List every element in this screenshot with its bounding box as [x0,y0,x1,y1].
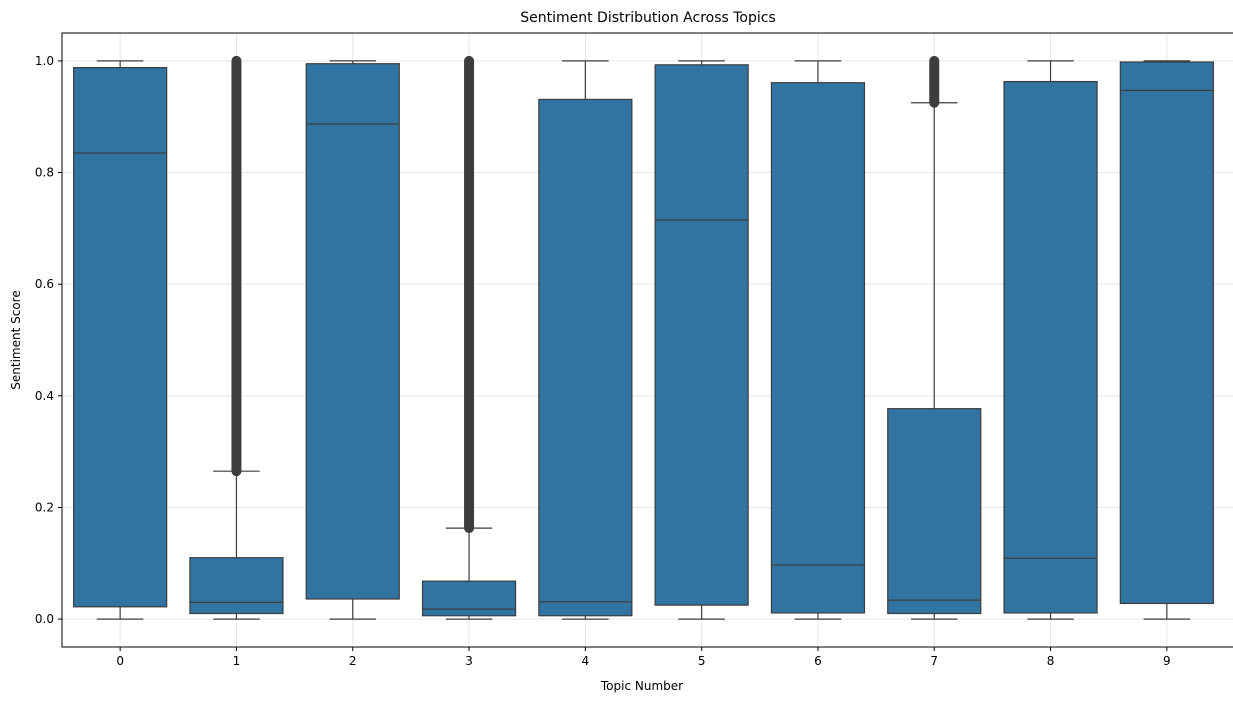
x-tick-label: 2 [349,654,357,668]
y-axis-label: Sentiment Score [9,290,23,389]
axis-layer: 0.0 0.2 0.4 0.6 0.8 1.0 0 1 2 3 4 5 6 7 8 9 [35,54,1171,668]
iqr-box [189,557,284,615]
box-topic-0 [73,60,168,620]
y-tick-label: 0.2 [35,500,54,514]
iqr-box [73,67,168,608]
iqr-box [421,580,517,617]
iqr-box [654,64,749,606]
x-tick-label: 9 [1163,654,1171,668]
y-tick-label: 0.4 [35,389,54,403]
box-topic-3 [421,55,517,620]
x-tick-label: 3 [465,654,473,668]
box-topic-5 [654,60,749,620]
y-tick-label: 0.0 [35,612,54,626]
x-tick-label: 4 [582,654,590,668]
y-tick-label: 1.0 [35,54,54,68]
iqr-box [770,82,866,614]
iqr-box [887,408,982,615]
box-topic-9 [1119,60,1214,620]
x-tick-label: 8 [1047,654,1055,668]
x-tick-label: 7 [930,654,938,668]
iqr-box [1003,80,1098,614]
x-tick-label: 5 [698,654,706,668]
x-axis-label: Topic Number [600,679,683,693]
plot-frame [61,32,1233,648]
iqr-box [538,98,633,617]
x-tick-label: 6 [814,654,822,668]
y-tick-label: 0.8 [35,166,54,180]
box-topic-8 [1003,60,1098,620]
box-topic-2 [305,60,400,620]
chart-title: Sentiment Distribution Across Topics [520,10,776,26]
box-topic-7 [887,55,982,620]
x-tick-label: 0 [116,654,124,668]
box-layer [73,55,1214,620]
iqr-box [305,63,400,600]
iqr-box [1119,61,1214,605]
box-topic-1 [189,55,284,620]
x-tick-label: 1 [233,654,241,668]
box-topic-6 [770,60,866,620]
y-tick-label: 0.6 [35,277,54,291]
box-topic-4 [538,60,633,620]
